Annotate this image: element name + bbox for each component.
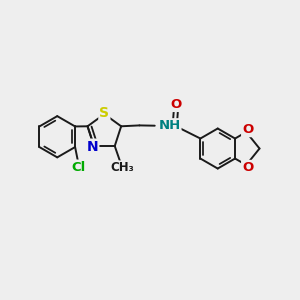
Text: S: S [99, 106, 110, 121]
Text: O: O [242, 161, 253, 174]
Text: CH₃: CH₃ [110, 161, 134, 174]
Text: N: N [87, 140, 98, 154]
Text: O: O [242, 123, 253, 136]
Text: Cl: Cl [71, 160, 85, 174]
Text: O: O [170, 98, 182, 111]
Text: NH: NH [158, 119, 181, 132]
